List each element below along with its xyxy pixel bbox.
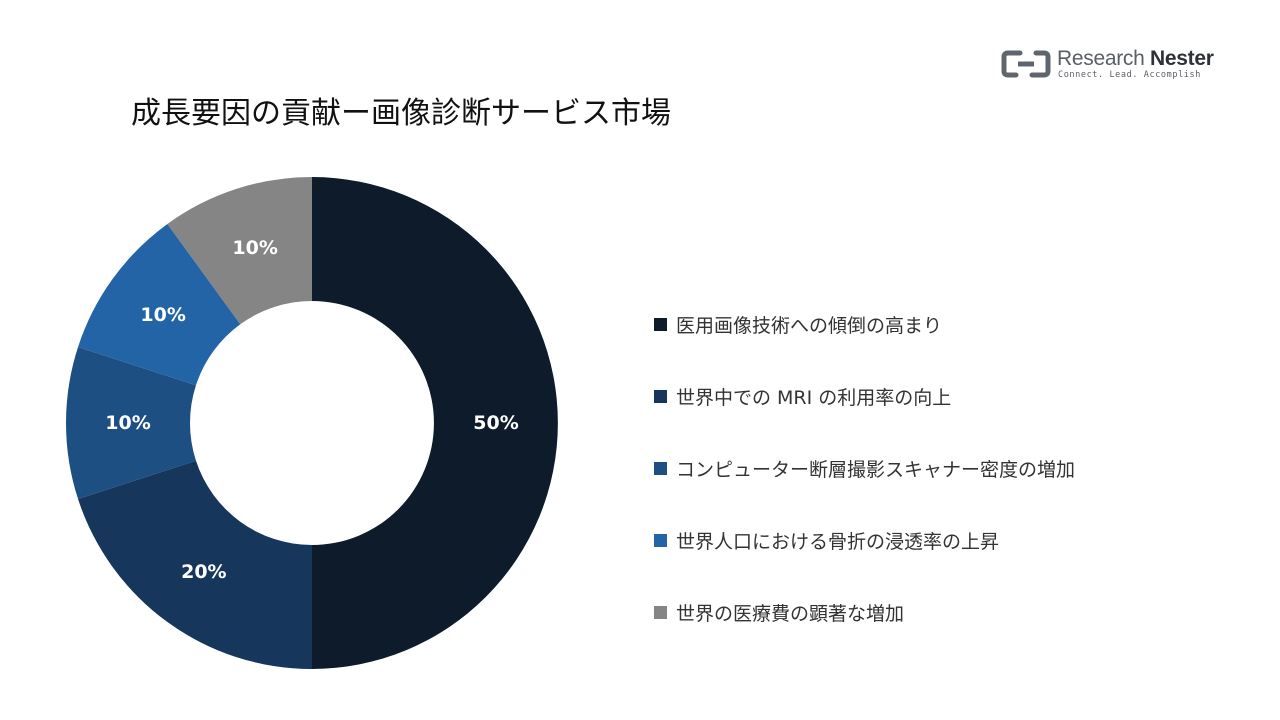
research-nester-logo-icon: [1001, 50, 1051, 78]
logo-name-light: Research: [1057, 47, 1145, 70]
donut-slice-4: [78, 223, 241, 386]
legend-label: 世界中での MRI の利用率の向上: [676, 386, 952, 409]
legend-label: 世界の医療費の顕著な増加: [676, 602, 905, 625]
donut-data-label-5: 10%: [232, 237, 277, 259]
legend-item: コンピューター断層撮影スキャナー密度の増加: [654, 450, 1075, 486]
legend-item: 世界の医療費の顕著な増加: [654, 594, 1075, 630]
donut-data-label-4: 10%: [140, 304, 185, 326]
donut-slice-3: [65, 346, 196, 500]
donut-slice-5: [167, 177, 312, 325]
legend-item: 世界人口における骨折の浸透率の上昇: [654, 522, 1075, 558]
logo-name: Research Nester: [1057, 47, 1214, 71]
legend-item: 世界中での MRI の利用率の向上: [654, 378, 1075, 414]
chart-legend: 医用画像技術への傾倒の高まり 世界中での MRI の利用率の向上コンピューター断層…: [654, 306, 1075, 666]
legend-swatch: [654, 461, 667, 475]
legend-item: 医用画像技術への傾倒の高まり: [654, 306, 1075, 342]
research-nester-logo: Research Nester Connect. Lead. Accomplis…: [1000, 46, 1230, 86]
donut-data-label-3: 10%: [105, 412, 150, 434]
legend-label: 医用画像技術への傾倒の高まり: [676, 314, 943, 337]
legend-swatch: [654, 605, 667, 619]
donut-data-label-2: 20%: [181, 561, 226, 583]
donut-data-label-1: 50%: [473, 412, 518, 434]
logo-tagline: Connect. Lead. Accomplish: [1058, 70, 1201, 80]
legend-swatch: [654, 389, 667, 403]
legend-swatch: [654, 317, 667, 331]
legend-label: 世界人口における骨折の浸透率の上昇: [676, 530, 1000, 553]
donut-slice-2: [78, 460, 312, 669]
legend-label: コンピューター断層撮影スキャナー密度の増加: [676, 458, 1076, 481]
legend-swatch: [654, 533, 667, 547]
logo-name-bold: Nester: [1150, 47, 1214, 70]
page-title: 成長要因の貢献ー画像診断サービス市場: [131, 96, 671, 131]
donut-slice-1: [312, 177, 558, 669]
